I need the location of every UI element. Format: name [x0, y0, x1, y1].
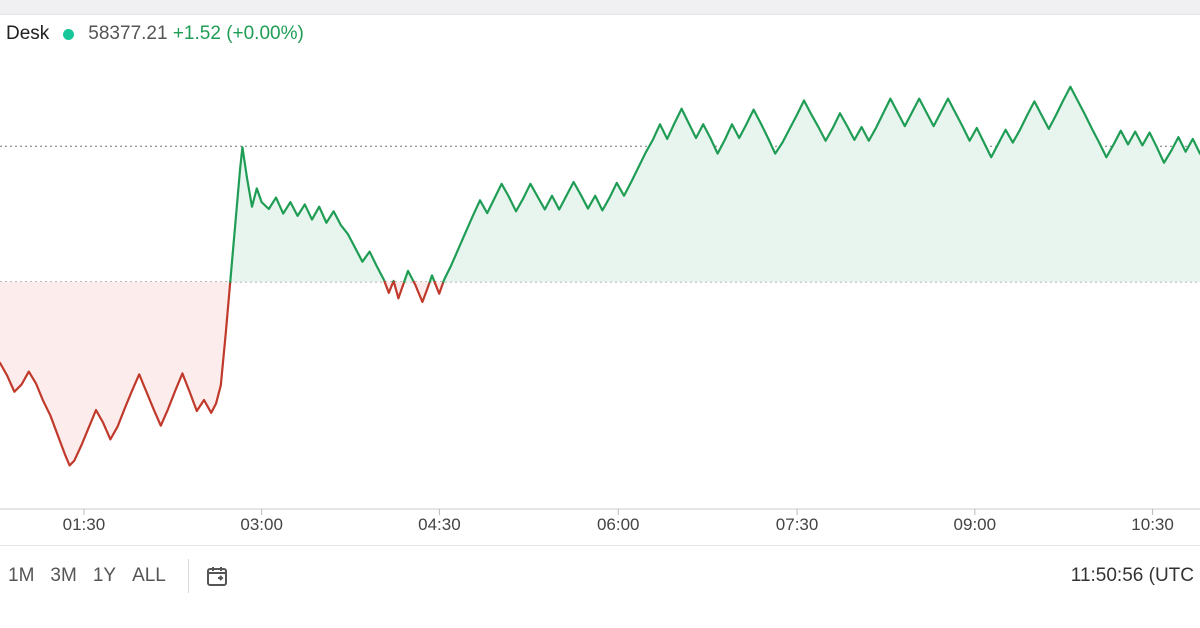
timestamp-label: 11:50:56 (UTC — [1071, 565, 1194, 587]
footer-divider — [188, 559, 189, 593]
chart-footer: 1M3M1YALL 11:50:56 (UTC — [0, 545, 1200, 606]
status-dot-icon — [63, 29, 74, 40]
x-tick-label: 07:30 — [776, 515, 819, 535]
chart-canvas — [0, 51, 1200, 545]
period-1y[interactable]: 1Y — [85, 561, 124, 590]
price-change-pct: (+0.00%) — [226, 23, 304, 44]
ticker-name: Desk — [6, 23, 49, 45]
period-3m[interactable]: 3M — [42, 561, 84, 590]
last-price: 58377.21 — [88, 23, 167, 44]
x-tick-label: 09:00 — [954, 515, 997, 535]
window-top-strip — [0, 0, 1200, 15]
period-all[interactable]: ALL — [124, 561, 174, 590]
calendar-icon[interactable] — [203, 562, 231, 590]
x-tick-label: 01:30 — [63, 515, 106, 535]
x-tick-label: 04:30 — [418, 515, 461, 535]
x-tick-label: 03:00 — [240, 515, 283, 535]
period-1m[interactable]: 1M — [0, 561, 42, 590]
x-tick-label: 06:00 — [597, 515, 640, 535]
x-tick-label: 10:30 — [1131, 515, 1174, 535]
x-axis: 01:30 03:00 04:30 06:00 07:30 09:00 10:30 — [0, 509, 1200, 545]
period-selector: 1M3M1YALL — [0, 559, 231, 593]
quote-header: Desk 58377.21 +1.52 (+0.00%) — [0, 15, 1200, 51]
price-chart[interactable]: 01:30 03:00 04:30 06:00 07:30 09:00 10:30 — [0, 51, 1200, 545]
price-change-abs: +1.52 — [173, 23, 221, 44]
